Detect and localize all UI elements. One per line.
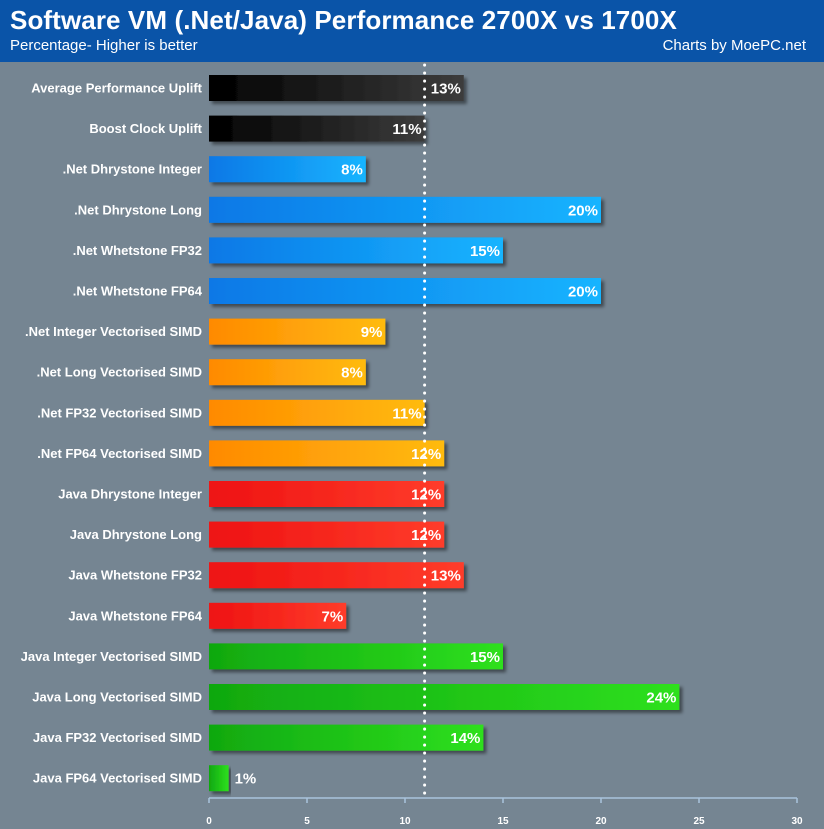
- bar-java-dhrystone-integer: [209, 481, 445, 507]
- value-label-java-fp64-vectorised-simd: 1%: [235, 771, 257, 788]
- category-label-net-dhrystone-integer: .Net Dhrystone Integer: [63, 162, 202, 177]
- value-label-java-integer-vectorised-simd: 15%: [470, 649, 500, 666]
- category-label-java-fp64-vectorised-simd: Java FP64 Vectorised SIMD: [33, 771, 202, 786]
- bar-java-long-vectorised-simd: [209, 684, 680, 710]
- value-label-java-long-vectorised-simd: 24%: [646, 690, 676, 707]
- bar-net-whetstone-fp32: [209, 237, 503, 264]
- category-label-java-long-vectorised-simd: Java Long Vectorised SIMD: [32, 690, 202, 705]
- bar-net-whetstone-fp64: [209, 278, 601, 304]
- bar-net-dhrystone-long: [209, 196, 601, 223]
- bar-net-fp64-vectorised-simd: [209, 440, 445, 467]
- category-label-java-integer-vectorised-simd: Java Integer Vectorised SIMD: [21, 649, 202, 664]
- category-label-net-integer-vectorised-simd: .Net Integer Vectorised SIMD: [25, 324, 202, 339]
- bar-net-dhrystone-integer: [209, 156, 366, 183]
- value-label-net-long-vectorised-simd: 8%: [341, 365, 363, 382]
- x-tick-label-20: 20: [595, 816, 607, 827]
- x-tick-label-25: 25: [693, 816, 705, 827]
- value-label-net-integer-vectorised-simd: 9%: [361, 324, 383, 341]
- bar-java-whetstone-fp32: [209, 562, 464, 589]
- x-tick-label-30: 30: [791, 816, 803, 827]
- category-label-net-fp32-vectorised-simd: .Net FP32 Vectorised SIMD: [37, 405, 202, 420]
- chart-title: Software VM (.Net/Java) Performance 2700…: [10, 5, 677, 35]
- value-label-java-dhrystone-integer: 12%: [411, 487, 441, 504]
- value-label-java-whetstone-fp64: 7%: [322, 608, 344, 625]
- bar-net-fp32-vectorised-simd: [209, 399, 425, 426]
- bar-java-fp32-vectorised-simd: [209, 724, 484, 751]
- category-label-java-whetstone-fp64: Java Whetstone FP64: [68, 608, 202, 623]
- chart-credit: Charts by MoePC.net: [662, 37, 806, 54]
- bar-java-integer-vectorised-simd: [209, 643, 503, 670]
- category-label-average-performance-uplift: Average Performance Uplift: [31, 81, 202, 96]
- x-tick-label-15: 15: [497, 816, 509, 827]
- x-axis: 0 5 10 15 20 25 30: [206, 797, 803, 827]
- x-tick-label-5: 5: [304, 816, 310, 827]
- bar-net-long-vectorised-simd: [209, 359, 366, 386]
- bar-java-fp64-vectorised-simd: [209, 765, 229, 792]
- value-label-java-dhrystone-long: 12%: [411, 527, 441, 544]
- value-label-java-whetstone-fp32: 13%: [431, 568, 461, 585]
- value-label-net-whetstone-fp32: 15%: [470, 243, 500, 260]
- chart-header: Software VM (.Net/Java) Performance 2700…: [0, 0, 824, 62]
- bar-java-whetstone-fp64: [209, 602, 347, 629]
- bar-average-performance-uplift: [209, 75, 464, 101]
- category-label-net-dhrystone-long: .Net Dhrystone Long: [74, 202, 202, 217]
- category-label-java-dhrystone-integer: Java Dhrystone Integer: [58, 487, 202, 502]
- value-label-net-whetstone-fp64: 20%: [568, 284, 598, 301]
- chart-subtitle: Percentage- Higher is better: [10, 37, 198, 54]
- bar-boost-clock-uplift: [209, 115, 425, 142]
- category-label-java-dhrystone-long: Java Dhrystone Long: [70, 527, 202, 542]
- category-label-net-whetstone-fp32: .Net Whetstone FP32: [73, 243, 202, 258]
- value-label-net-dhrystone-integer: 8%: [341, 162, 363, 179]
- category-label-net-whetstone-fp64: .Net Whetstone FP64: [73, 284, 203, 299]
- value-label-boost-clock-uplift: 11%: [392, 121, 421, 138]
- bar-net-integer-vectorised-simd: [209, 318, 386, 345]
- bar-java-dhrystone-long: [209, 521, 445, 548]
- category-label-net-fp64-vectorised-simd: .Net FP64 Vectorised SIMD: [37, 446, 202, 461]
- value-label-net-fp32-vectorised-simd: 11%: [392, 405, 421, 422]
- bars-layer: [209, 75, 680, 792]
- category-label-java-whetstone-fp32: Java Whetstone FP32: [68, 568, 202, 583]
- category-label-net-long-vectorised-simd: .Net Long Vectorised SIMD: [37, 365, 202, 380]
- category-label-java-fp32-vectorised-simd: Java FP32 Vectorised SIMD: [33, 730, 202, 745]
- category-label-boost-clock-uplift: Boost Clock Uplift: [89, 121, 202, 136]
- value-label-net-fp64-vectorised-simd: 12%: [411, 446, 441, 463]
- x-tick-label-10: 10: [399, 816, 411, 827]
- labels-layer: Average Performance Uplift 13% Boost Clock…: [21, 81, 677, 788]
- value-label-average-performance-uplift: 13%: [431, 81, 461, 98]
- bar-chart: Average Performance Uplift 13% Boost Clock…: [21, 63, 803, 827]
- x-tick-label-0: 0: [206, 816, 212, 827]
- value-label-net-dhrystone-long: 20%: [568, 202, 598, 219]
- value-label-java-fp32-vectorised-simd: 14%: [450, 730, 480, 747]
